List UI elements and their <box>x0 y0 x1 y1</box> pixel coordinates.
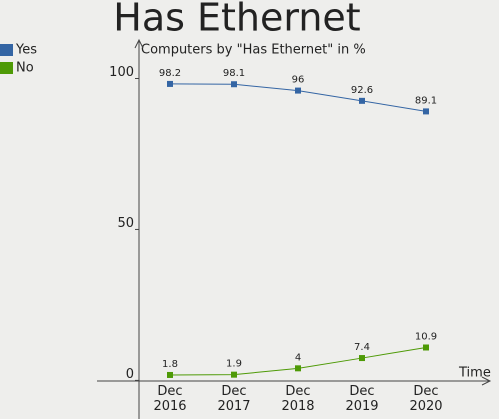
data-label: 92.6 <box>351 85 373 96</box>
x-tick-label: Dec 2018 <box>281 384 315 414</box>
data-label: 96 <box>292 75 305 86</box>
y-axis-arrow <box>134 38 144 49</box>
data-point <box>359 355 365 362</box>
data-point <box>167 80 173 87</box>
data-point <box>231 371 237 378</box>
data-point <box>167 371 173 378</box>
data-point <box>231 81 237 88</box>
data-label: 98.1 <box>223 68 245 79</box>
data-point <box>423 344 429 351</box>
data-label: 1.8 <box>162 359 178 370</box>
legend-label: Yes <box>15 43 37 58</box>
data-point <box>423 108 429 115</box>
y-tick-label: 100 <box>109 65 134 80</box>
data-label: 10.9 <box>415 331 437 342</box>
chart-title: Has Ethernet <box>113 0 360 40</box>
data-label: 89.1 <box>415 95 437 106</box>
data-label: 1.9 <box>226 359 242 370</box>
x-axis-arrow <box>481 376 492 386</box>
x-tick-label: Dec 2020 <box>409 384 443 414</box>
data-point <box>359 97 365 104</box>
data-point <box>295 87 301 94</box>
chart-subtitle: Computers by "Has Ethernet" in % <box>141 43 366 58</box>
legend-swatch <box>0 62 13 74</box>
data-label: 98.2 <box>159 68 181 79</box>
data-label: 7.4 <box>354 342 370 353</box>
x-tick-label: Dec 2016 <box>153 384 187 414</box>
legend-label: No <box>16 61 34 76</box>
y-tick-label: 50 <box>117 216 134 231</box>
data-label: 4 <box>295 352 301 363</box>
x-axis-label: Time <box>458 366 491 381</box>
x-tick-label: Dec 2017 <box>217 384 251 414</box>
data-point <box>295 365 301 372</box>
x-tick-label: Dec 2019 <box>345 384 379 414</box>
y-tick-label: 0 <box>126 367 134 382</box>
legend-swatch <box>0 44 13 56</box>
